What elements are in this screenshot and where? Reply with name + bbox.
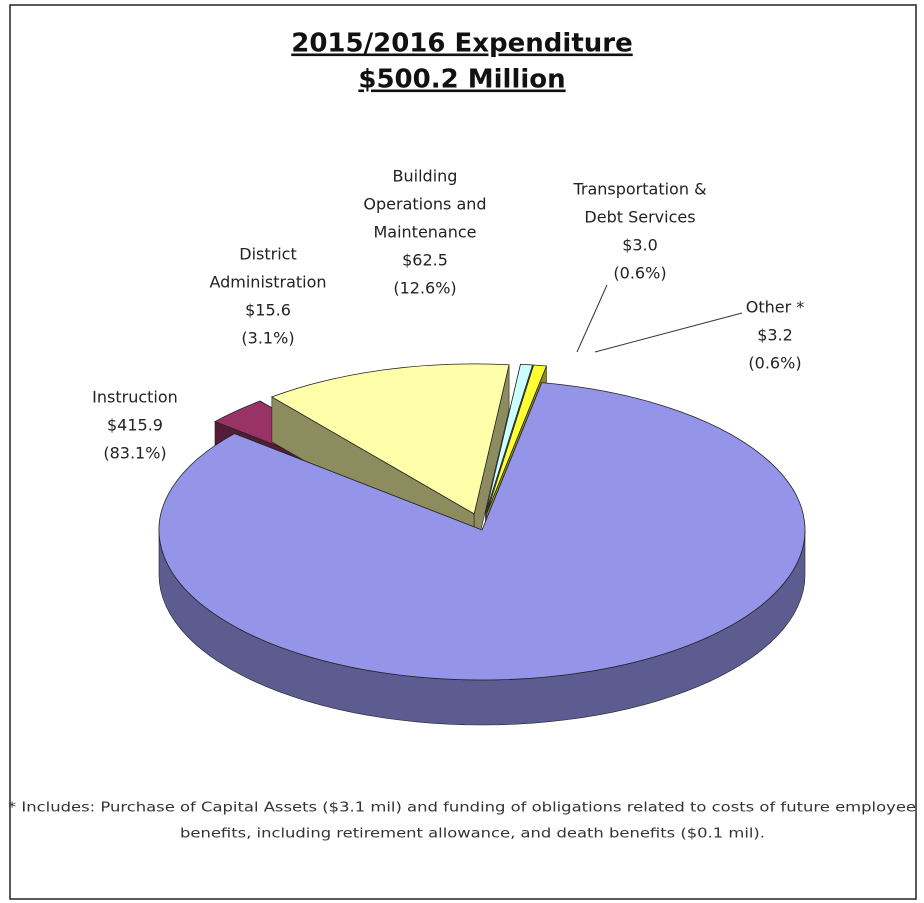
leader-line: [594, 312, 743, 353]
footnote: * Includes: Purchase of Capital Assets (…: [8, 801, 916, 816]
slice-top: [486, 364, 548, 514]
chart-subtitle: $500.2 Million: [358, 65, 565, 95]
slice-top: [270, 363, 510, 515]
value-label: $3.2: [757, 326, 793, 345]
category-label: Building: [393, 167, 458, 186]
percent-label: (0.6%): [748, 354, 801, 373]
pie-slice: [158, 382, 806, 726]
percent-label: (83.1%): [103, 444, 166, 463]
value-label: $15.6: [245, 301, 291, 320]
slice-top: [158, 382, 806, 681]
value-label: $415.9: [107, 416, 163, 435]
category-label: Instruction: [92, 388, 178, 407]
percent-label: (12.6%): [393, 279, 456, 298]
percent-label: (0.6%): [613, 264, 666, 283]
category-label: Maintenance: [373, 223, 476, 242]
slice-top: [485, 363, 534, 514]
category-label: Debt Services: [584, 208, 695, 227]
value-label: $62.5: [402, 251, 448, 270]
chart-title: 2015/2016 Expenditure: [291, 29, 632, 59]
percent-label: (3.1%): [241, 329, 294, 348]
value-label: $3.0: [622, 236, 658, 255]
category-label: Transportation &: [572, 180, 706, 199]
category-label: Administration: [209, 273, 326, 292]
leader-line: [576, 284, 608, 353]
category-label: District: [239, 245, 296, 264]
category-label: Other *: [746, 298, 805, 317]
footnote: benefits, including retirement allowance…: [180, 827, 765, 842]
category-label: Operations and: [363, 195, 486, 214]
